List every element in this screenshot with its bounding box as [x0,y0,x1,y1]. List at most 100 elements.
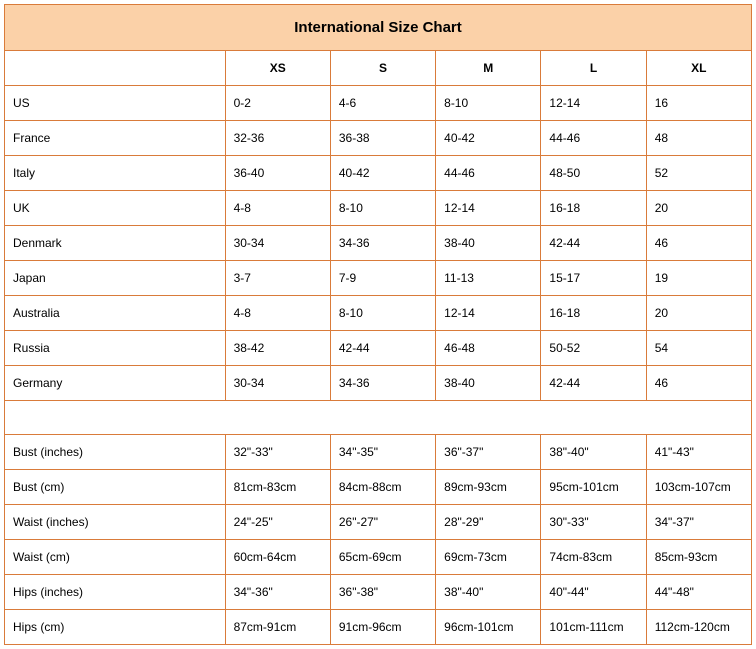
row-value: 74cm-83cm [541,540,646,575]
row-value: 50-52 [541,331,646,366]
row-label: Italy [5,156,226,191]
header-row: XS S M L XL [5,51,752,86]
table-row: Hips (inches) 34"-36" 36"-38" 38"-40" 40… [5,575,752,610]
table-row: Japan 3-7 7-9 11-13 15-17 19 [5,261,752,296]
table-row: France 32-36 36-38 40-42 44-46 48 [5,121,752,156]
row-value: 12-14 [436,191,541,226]
row-value: 28"-29" [436,505,541,540]
row-value: 16-18 [541,296,646,331]
row-value: 4-8 [225,296,330,331]
row-label: Hips (inches) [5,575,226,610]
row-label: UK [5,191,226,226]
table-row: Waist (inches) 24"-25" 26"-27" 28"-29" 3… [5,505,752,540]
row-label: Waist (inches) [5,505,226,540]
row-label: Russia [5,331,226,366]
row-value: 91cm-96cm [330,610,435,645]
section-measurements: Bust (inches) 32"-33" 34"-35" 36"-37" 38… [5,435,752,645]
row-value: 36-38 [330,121,435,156]
row-value: 48-50 [541,156,646,191]
row-value: 26"-27" [330,505,435,540]
row-value: 24"-25" [225,505,330,540]
row-value: 46-48 [436,331,541,366]
table-row: Germany 30-34 34-36 38-40 42-44 46 [5,366,752,401]
row-value: 30-34 [225,366,330,401]
header-s: S [330,51,435,86]
row-value: 11-13 [436,261,541,296]
row-value: 44"-48" [646,575,751,610]
row-value: 48 [646,121,751,156]
row-value: 65cm-69cm [330,540,435,575]
row-label: Australia [5,296,226,331]
row-value: 3-7 [225,261,330,296]
row-value: 81cm-83cm [225,470,330,505]
row-label: France [5,121,226,156]
row-value: 32-36 [225,121,330,156]
table-row: Hips (cm) 87cm-91cm 91cm-96cm 96cm-101cm… [5,610,752,645]
header-blank [5,51,226,86]
section-countries: US 0-2 4-6 8-10 12-14 16 France 32-36 36… [5,86,752,401]
row-value: 8-10 [330,191,435,226]
row-value: 34-36 [330,226,435,261]
row-value: 4-8 [225,191,330,226]
row-value: 16 [646,86,751,121]
row-value: 0-2 [225,86,330,121]
table-row: Russia 38-42 42-44 46-48 50-52 54 [5,331,752,366]
table-row: US 0-2 4-6 8-10 12-14 16 [5,86,752,121]
row-label: Waist (cm) [5,540,226,575]
row-value: 19 [646,261,751,296]
row-value: 85cm-93cm [646,540,751,575]
row-value: 95cm-101cm [541,470,646,505]
row-value: 30-34 [225,226,330,261]
row-value: 36-40 [225,156,330,191]
row-value: 38"-40" [541,435,646,470]
row-value: 69cm-73cm [436,540,541,575]
row-value: 36"-37" [436,435,541,470]
row-value: 7-9 [330,261,435,296]
table-row: Waist (cm) 60cm-64cm 65cm-69cm 69cm-73cm… [5,540,752,575]
row-value: 101cm-111cm [541,610,646,645]
row-value: 34"-35" [330,435,435,470]
row-value: 42-44 [541,366,646,401]
table-row: Italy 36-40 40-42 44-46 48-50 52 [5,156,752,191]
table-row: Australia 4-8 8-10 12-14 16-18 20 [5,296,752,331]
row-label: US [5,86,226,121]
row-value: 4-6 [330,86,435,121]
row-value: 34"-37" [646,505,751,540]
row-value: 40-42 [330,156,435,191]
row-value: 96cm-101cm [436,610,541,645]
table-row: Bust (cm) 81cm-83cm 84cm-88cm 89cm-93cm … [5,470,752,505]
row-value: 52 [646,156,751,191]
row-value: 46 [646,366,751,401]
row-value: 44-46 [436,156,541,191]
row-value: 36"-38" [330,575,435,610]
row-label: Bust (cm) [5,470,226,505]
spacer-row [5,401,752,435]
chart-title: International Size Chart [5,5,752,51]
row-value: 32"-33" [225,435,330,470]
row-value: 40"-44" [541,575,646,610]
row-value: 40-42 [436,121,541,156]
row-value: 44-46 [541,121,646,156]
row-label: Japan [5,261,226,296]
row-value: 12-14 [436,296,541,331]
table-row: UK 4-8 8-10 12-14 16-18 20 [5,191,752,226]
row-value: 34"-36" [225,575,330,610]
row-value: 34-36 [330,366,435,401]
row-value: 60cm-64cm [225,540,330,575]
row-value: 12-14 [541,86,646,121]
row-value: 84cm-88cm [330,470,435,505]
row-value: 38-40 [436,366,541,401]
row-value: 30"-33" [541,505,646,540]
row-value: 20 [646,191,751,226]
header-l: L [541,51,646,86]
row-value: 8-10 [330,296,435,331]
row-value: 87cm-91cm [225,610,330,645]
row-value: 42-44 [541,226,646,261]
international-size-chart-table: International Size Chart XS S M L XL US … [4,4,752,645]
row-value: 38"-40" [436,575,541,610]
header-xl: XL [646,51,751,86]
row-label: Bust (inches) [5,435,226,470]
row-value: 15-17 [541,261,646,296]
row-label: Hips (cm) [5,610,226,645]
row-value: 42-44 [330,331,435,366]
